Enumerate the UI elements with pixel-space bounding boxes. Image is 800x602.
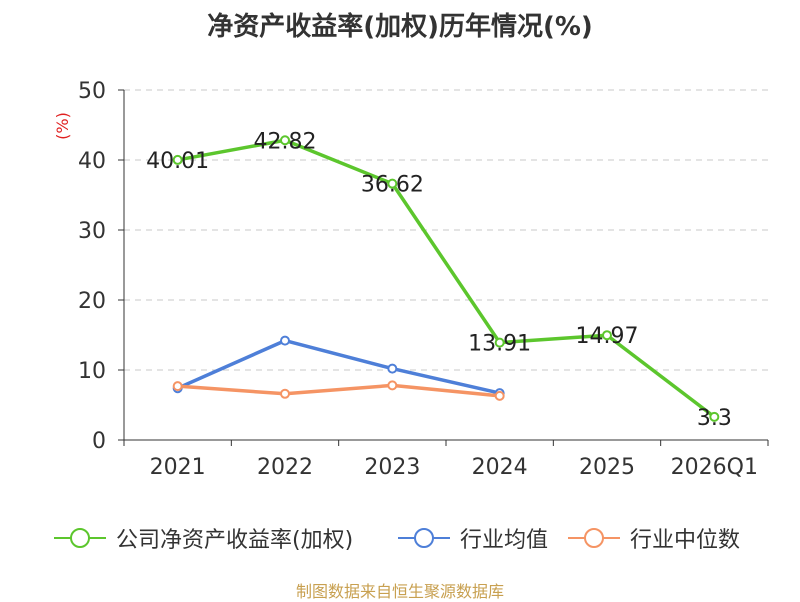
data-point-series-2 <box>494 390 505 401</box>
legend-marker-industry-median <box>568 528 620 548</box>
legend-item-industry-median[interactable]: 行业中位数 <box>566 518 740 558</box>
data-point-series-2 <box>172 381 183 392</box>
data-point-series-0 <box>172 154 183 165</box>
x-tick-label: 2024 <box>472 455 528 480</box>
y-tick-label: 0 <box>92 429 106 454</box>
data-label: 13.91 <box>468 332 531 357</box>
series-line-0 <box>177 138 716 419</box>
legend: 公司净资产收益率(加权) 行业均值 行业中位数 <box>0 518 800 558</box>
data-point-series-0 <box>280 135 290 146</box>
data-point-series-0 <box>709 411 720 422</box>
grid-lines <box>124 89 768 371</box>
x-tick-label: 2023 <box>364 455 420 480</box>
data-label: 3.3 <box>697 406 732 431</box>
legend-marker-company-roe <box>54 528 106 548</box>
data-labels: 40.01 42.82 36.62 13.91 14.97 3.3 <box>146 129 732 431</box>
axes: 0 10 20 30 40 50 2021 2022 2023 2024 2025 2026Q1 (%) <box>53 79 769 480</box>
data-label: 36.62 <box>361 173 424 198</box>
x-tick-label: 2022 <box>257 455 313 480</box>
legend-item-company-roe[interactable]: 公司净资产收益率(加权) <box>52 518 353 558</box>
chart-title: 净资产收益率(加权)历年情况(%) <box>207 12 593 42</box>
data-point-series-2 <box>280 388 290 399</box>
legend-item-industry-mean[interactable]: 行业均值 <box>396 518 548 558</box>
data-point-series-0 <box>387 178 398 189</box>
y-axis-label: (%) <box>53 112 72 140</box>
y-tick-label: 50 <box>78 79 106 104</box>
y-tick-label: 30 <box>78 219 106 244</box>
data-point-series-0 <box>494 337 505 348</box>
legend-label-industry-median: 行业中位数 <box>630 528 741 553</box>
legend-label-industry-mean: 行业均值 <box>460 528 549 553</box>
data-point-series-0 <box>602 330 612 341</box>
data-point-series-2 <box>387 380 398 391</box>
x-tick-label: 2026Q1 <box>671 455 758 480</box>
data-label: 42.82 <box>254 129 317 154</box>
data-label: 14.97 <box>576 324 639 349</box>
data-source-note: 制图数据来自恒生聚源数据库 <box>295 582 504 601</box>
legend-label-company-roe: 公司净资产收益率(加权) <box>116 528 354 553</box>
data-label: 40.01 <box>146 149 209 174</box>
data-point-series-1 <box>280 335 290 346</box>
series <box>172 135 720 422</box>
series-line-2 <box>177 383 500 398</box>
y-tick-label: 10 <box>78 359 106 384</box>
y-tick-label: 20 <box>78 289 106 314</box>
legend-marker-industry-mean <box>398 528 450 548</box>
data-point-series-1 <box>387 363 398 374</box>
x-tick-label: 2025 <box>579 455 635 480</box>
series-line-1 <box>176 338 501 395</box>
y-tick-label: 40 <box>78 149 106 174</box>
x-tick-label: 2021 <box>150 455 206 480</box>
